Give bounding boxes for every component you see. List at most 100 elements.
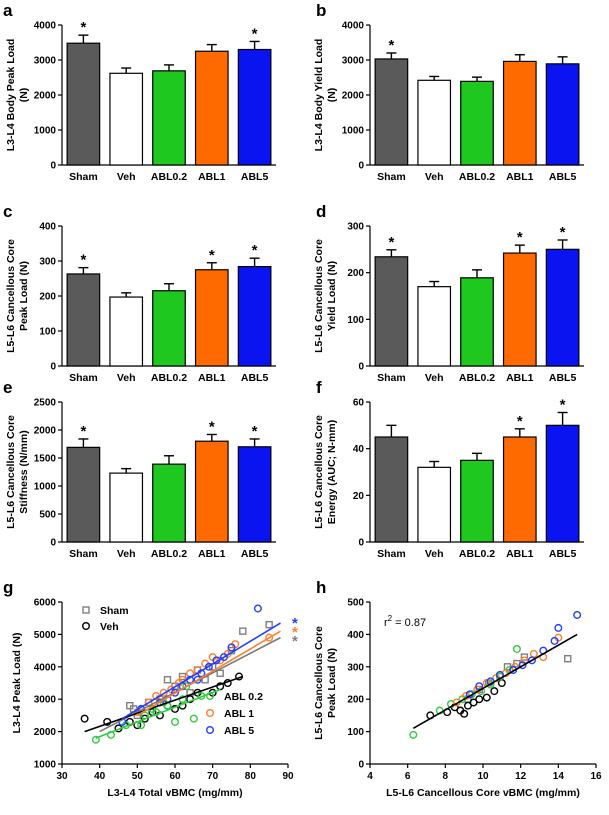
data-point bbox=[189, 714, 198, 723]
y-tick-label: 6000 bbox=[34, 598, 57, 609]
data-point bbox=[554, 623, 563, 632]
data-point bbox=[253, 604, 262, 613]
y-tick-label: 1000 bbox=[34, 760, 57, 771]
y-tick-label: 300 bbox=[347, 222, 364, 233]
category-label: ABL0.2 bbox=[151, 372, 187, 384]
data-point bbox=[239, 627, 247, 635]
y-axis-title: Stiffness (N/mm) bbox=[18, 430, 30, 513]
category-label: ABL1 bbox=[198, 548, 226, 560]
bar-abl02 bbox=[460, 80, 494, 166]
y-axis-title: Energy (AUC; N-mm) bbox=[326, 420, 338, 524]
y-tick-label: 400 bbox=[39, 222, 56, 233]
category-label: Veh bbox=[117, 548, 136, 560]
y-tick-label: 500 bbox=[347, 598, 364, 609]
significance-star: * bbox=[80, 19, 86, 36]
panel-a: a 0 1000 2000 3000 4000 L3-L4 Body Peak Load (N… bbox=[3, 1, 276, 183]
bar-abl02 bbox=[152, 290, 186, 367]
y-axis-title: L5-L6 Cancellous Core bbox=[5, 239, 17, 353]
y-tick-label: 100 bbox=[39, 327, 56, 338]
data-point bbox=[80, 714, 89, 723]
data-point bbox=[265, 633, 274, 642]
y-tick-label: 60 bbox=[353, 398, 365, 409]
y-tick-label: 1000 bbox=[34, 482, 57, 493]
y-axis-title: L5-L6 Cancellous Core bbox=[313, 239, 325, 353]
panel-letter: f bbox=[316, 378, 322, 397]
bar-sham bbox=[374, 256, 409, 367]
x-tick-label: 10 bbox=[477, 771, 489, 782]
data-point bbox=[204, 662, 213, 671]
fit-line bbox=[412, 633, 578, 730]
data-point bbox=[82, 606, 90, 614]
significance-star: * bbox=[388, 37, 394, 54]
y-tick-label: 4000 bbox=[34, 21, 57, 32]
y-tick-label: 2000 bbox=[34, 426, 57, 437]
data-point bbox=[475, 695, 484, 704]
data-point bbox=[205, 726, 214, 735]
y-axis-title: (N) bbox=[18, 88, 30, 103]
y-axis-title: L5-L6 Cancellous Core bbox=[313, 626, 325, 740]
data-point bbox=[265, 620, 273, 629]
legend-label: ABL 0.2 bbox=[224, 691, 263, 703]
bar-veh bbox=[109, 72, 144, 166]
data-point bbox=[520, 656, 529, 665]
data-point bbox=[469, 698, 478, 707]
significance-star: * bbox=[252, 423, 258, 440]
x-tick-label: 70 bbox=[207, 771, 219, 782]
x-axis-title: L5-L6 Cancellous Core vBMC (mg/mm) bbox=[386, 787, 580, 799]
category-label: Sham bbox=[69, 372, 98, 384]
fit-significance-star: * bbox=[292, 633, 298, 650]
category-label: Sham bbox=[377, 171, 406, 183]
y-tick-label: 1500 bbox=[34, 454, 57, 465]
data-point bbox=[216, 669, 224, 677]
significance-star: * bbox=[517, 413, 523, 430]
y-tick-label: 0 bbox=[50, 538, 56, 549]
y-tick-label: 300 bbox=[39, 257, 56, 268]
legend-label: ABL 1 bbox=[224, 708, 254, 720]
bar-abl1 bbox=[502, 60, 537, 166]
y-axis-title: L5-L6 Cancellous Core bbox=[5, 415, 17, 529]
bar-veh bbox=[417, 79, 452, 166]
y-tick-label: 2500 bbox=[34, 398, 57, 409]
fit-significance-star: * bbox=[292, 615, 298, 632]
data-point bbox=[163, 676, 172, 684]
bar-sham bbox=[374, 436, 409, 543]
category-label: ABL0.2 bbox=[459, 548, 495, 560]
bar-veh bbox=[417, 286, 452, 367]
x-tick-label: 40 bbox=[94, 771, 106, 782]
significance-star: * bbox=[517, 229, 523, 246]
significance-star: * bbox=[252, 242, 258, 259]
bar-abl02 bbox=[152, 70, 186, 166]
y-axis-title: L3-L4 Body Yield Load bbox=[313, 39, 325, 152]
data-point bbox=[170, 688, 179, 697]
data-point bbox=[573, 610, 582, 619]
panel-letter: b bbox=[316, 1, 326, 20]
x-tick-label: 60 bbox=[169, 771, 181, 782]
y-axis-title: (N) bbox=[326, 88, 338, 103]
panel-d: d 0 100 200 300 L5-L6 Cancellous Core Yield Lo… bbox=[313, 202, 584, 384]
x-tick-label: 6 bbox=[405, 771, 411, 782]
y-tick-label: 200 bbox=[347, 268, 364, 279]
category-label: ABL0.2 bbox=[459, 171, 495, 183]
category-label: Veh bbox=[117, 372, 136, 384]
panel-g: g 1000 2000 3000 4000 5000 6000 L3-L4 Peak Load… bbox=[3, 578, 298, 799]
bar-abl02 bbox=[152, 463, 186, 543]
data-point bbox=[490, 687, 499, 696]
y-tick-label: 1000 bbox=[342, 126, 365, 137]
y-tick-label: 100 bbox=[347, 315, 364, 326]
y-axis-title: L3-L4 Peak Load (N) bbox=[11, 633, 23, 734]
category-label: Sham bbox=[377, 548, 406, 560]
category-label: Veh bbox=[425, 372, 444, 384]
data-point bbox=[475, 682, 484, 691]
y-tick-label: 2000 bbox=[34, 727, 57, 738]
fit-line-abl1 bbox=[136, 630, 281, 717]
y-tick-label: 0 bbox=[358, 538, 364, 549]
data-point bbox=[460, 709, 469, 718]
y-tick-label: 3000 bbox=[342, 56, 365, 67]
bar-abl1 bbox=[194, 269, 229, 367]
bar-sham bbox=[374, 58, 409, 166]
y-tick-label: 400 bbox=[347, 630, 364, 641]
bar-sham bbox=[66, 42, 101, 166]
data-point bbox=[159, 688, 168, 697]
data-point bbox=[564, 655, 572, 663]
bar-veh bbox=[109, 296, 144, 367]
